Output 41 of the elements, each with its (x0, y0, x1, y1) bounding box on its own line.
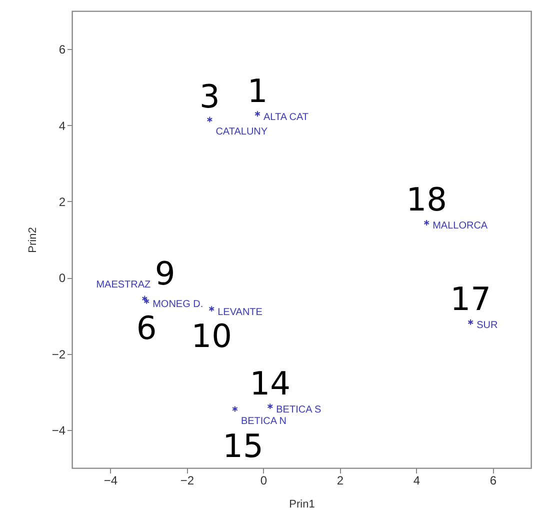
point (144, 298, 150, 304)
y-tick-label: 0 (58, 271, 66, 286)
point (254, 110, 260, 118)
annotation: 14 (250, 364, 290, 402)
x-tick-label: 6 (490, 474, 497, 488)
point (208, 306, 214, 312)
x-tick-label: 0 (260, 474, 268, 488)
data-label: LEVANTE (218, 306, 263, 318)
point (232, 406, 238, 412)
annotation: 18 (406, 180, 447, 219)
data-label: ALTA CAT (264, 112, 309, 123)
y-tick-label: 4 (58, 118, 66, 133)
y-axis-title: Prin2 (26, 227, 39, 253)
y-tick-label: 6 (58, 42, 66, 57)
point (206, 116, 213, 123)
data-label: CATALUNY (216, 126, 268, 138)
y-tick-label: 2 (58, 194, 66, 209)
data-label: SUR (476, 320, 498, 332)
point (424, 220, 430, 226)
x-tick-label: −2 (180, 474, 194, 488)
data-label: BETICA N (240, 416, 287, 427)
point (267, 403, 274, 410)
annotation: 1 (247, 72, 268, 110)
data-label: MALLORCA (432, 220, 488, 232)
data-label: BETICA S (276, 404, 322, 416)
annotation: 10 (191, 316, 232, 355)
y-tick-label: −4 (52, 423, 66, 438)
x-tick-label: 2 (336, 474, 344, 488)
x-axis-title: Prin1 (289, 498, 315, 510)
point (468, 318, 474, 326)
annotation: 6 (136, 309, 157, 348)
data-label: MAESTRAZ (96, 280, 151, 291)
annotation: 9 (154, 254, 176, 293)
point (142, 295, 148, 302)
annotation: 17 (450, 280, 491, 318)
y-tick-label: −2 (52, 347, 66, 362)
annotation: 15 (222, 426, 264, 465)
x-tick-label: −4 (104, 474, 118, 488)
x-tick-label: 4 (413, 474, 420, 488)
annotation: 3 (200, 78, 220, 116)
data-label: MONEG D. (152, 299, 204, 310)
